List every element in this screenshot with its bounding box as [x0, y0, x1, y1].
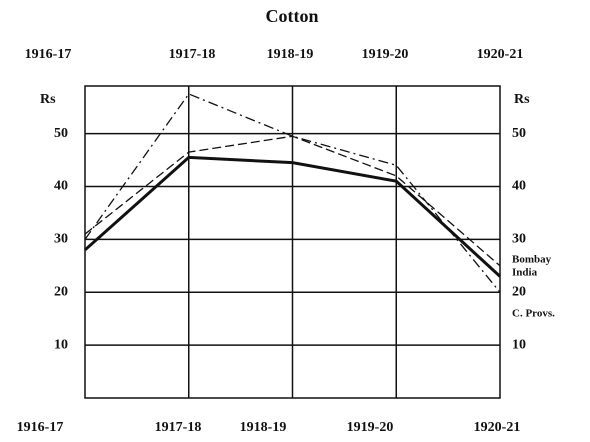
y-tick-label: 20 — [54, 284, 68, 299]
x-tick-label-top: 1918-19 — [267, 47, 314, 62]
series-line — [84, 155, 502, 278]
legend-label: C. Provs. — [512, 308, 555, 320]
x-tick-label-top: 1916-17 — [25, 47, 72, 62]
x-tick-label-top: 1919-20 — [362, 47, 409, 62]
y2-tick-label: 10 — [512, 337, 526, 352]
y-tick-label: 30 — [54, 232, 68, 247]
y2-tick-label: 50 — [512, 126, 526, 141]
chart-title: Cotton — [266, 6, 319, 26]
x-tick-label-top: 1920-21 — [477, 47, 524, 62]
x-tick-label-bottom: 1916-17 — [17, 420, 64, 435]
y2-axis-label: Rs — [514, 92, 530, 107]
x-tick-label-top: 1917-18 — [169, 47, 216, 62]
x-tick-label-bottom: 1917-18 — [155, 420, 202, 435]
y-tick-label: 50 — [54, 126, 68, 141]
series-line — [84, 135, 501, 267]
x-tick-label-bottom: 1919-20 — [347, 420, 394, 435]
y2-tick-label: 30 — [512, 232, 526, 247]
y-tick-label: 40 — [54, 179, 68, 194]
y-axis-label: Rs — [40, 92, 56, 107]
x-tick-label-bottom: 1918-19 — [240, 420, 287, 435]
x-tick-label-bottom: 1920-21 — [474, 420, 521, 435]
y2-tick-label: 20 — [512, 284, 526, 299]
y-tick-label: 10 — [54, 337, 68, 352]
legend-label: India — [512, 267, 538, 279]
legend-label: Bombay — [512, 254, 552, 266]
y2-tick-label: 40 — [512, 179, 526, 194]
